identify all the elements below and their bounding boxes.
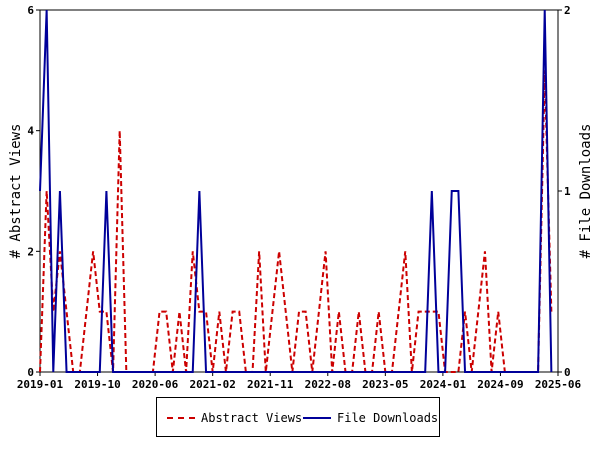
legend-label-file-downloads: File Downloads [337,411,439,425]
x-tick-label: 2023-05 [362,378,408,391]
x-tick-label: 2024-09 [477,378,523,391]
left-tick-label: 6 [27,4,34,17]
x-tick-label: 2019-01 [17,378,64,391]
legend-item-file-downloads: File Downloads [303,410,438,426]
legend-label-abstract-views: Abstract Views [201,411,303,425]
x-tick-label: 2020-06 [132,378,179,391]
left-tick-label: 2 [27,245,34,258]
x-tick-label: 2025-06 [535,378,582,391]
x-tick-label: 2021-02 [189,378,235,391]
legend-swatch-abstract-views [167,417,195,419]
right-tick-label: 0 [564,366,571,379]
tick-labels: 0 2 4 6 0 1 2 2019-01 2019-10 2020-06 2021-02 2021-… [17,4,582,391]
plot-area [39,9,559,373]
left-axis-title: # Abstract Views [8,124,24,259]
legend-swatch-file-downloads [303,417,331,419]
series-line-file-downloads [39,9,553,373]
series-layer [39,9,553,373]
x-tick-label: 2024-01 [420,378,467,391]
left-tick-label: 4 [27,125,34,138]
legend: Abstract Views File Downloads [156,397,440,437]
x-tick-label: 2019-10 [74,378,120,391]
right-tick-label: 2 [564,4,571,17]
x-tick-label: 2021-11 [247,378,294,391]
left-tick-label: 0 [27,366,34,379]
right-tick-label: 1 [564,185,571,198]
right-axis-title: # File Downloads [578,124,594,259]
legend-item-abstract-views: Abstract Views [167,410,302,426]
x-tick-label: 2022-08 [305,378,351,391]
